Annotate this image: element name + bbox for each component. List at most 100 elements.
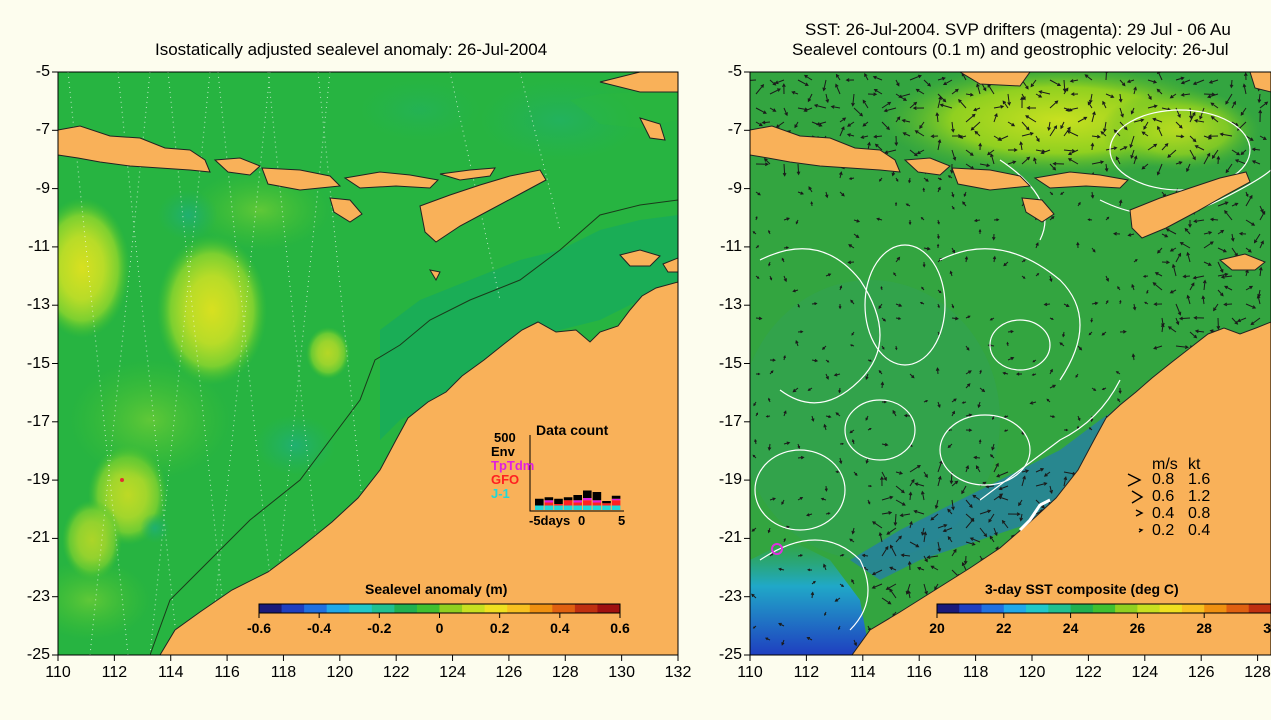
right-x-tick-label: 118 [962, 664, 989, 681]
left-x-tick-label: 130 [608, 664, 635, 681]
velocity-arrow [1117, 398, 1121, 403]
velocity-arrow [1063, 126, 1071, 137]
mission-label-env: Env [491, 444, 515, 459]
velocity-arrow [965, 149, 974, 156]
sla-colorbar-swatch [574, 604, 598, 613]
velocity-arrow [937, 138, 942, 151]
velocity-arrow [913, 509, 925, 515]
velocity-arrow [1066, 130, 1079, 137]
velocity-arrow [993, 493, 1004, 501]
velocity-arrow [1007, 148, 1018, 152]
velocity-arrow [1169, 247, 1177, 252]
velocity-arrow [1207, 134, 1219, 139]
velocity-arrow [1049, 191, 1054, 196]
velocity-arrow [1182, 274, 1191, 279]
velocity-arrow [1133, 86, 1137, 95]
velocity-arrow [1059, 342, 1065, 347]
velocity-arrow [1201, 295, 1206, 305]
velocity-arrow [881, 511, 893, 515]
data-count-bar-env [535, 498, 544, 506]
velocity-arrow [1020, 96, 1024, 109]
velocity-arrow [1127, 233, 1135, 237]
velocity-arrow [1007, 121, 1016, 127]
australia-landmass [159, 281, 678, 655]
velocity-arrow [769, 497, 776, 501]
velocity-arrow [909, 520, 913, 529]
velocity-arrow [1091, 247, 1096, 253]
velocity-arrow [1153, 345, 1163, 350]
left-y-tick-label: -19 [26, 471, 50, 489]
velocity-arrow [1171, 263, 1177, 277]
velocity-arrow [1259, 205, 1264, 213]
data-count-bar-gfo [611, 500, 621, 506]
sst-colorbar [936, 603, 1271, 618]
velocity-arrow [914, 130, 925, 137]
velocity-arrow [1231, 100, 1236, 109]
velocity-arrow [1189, 331, 1198, 339]
velocity-legend-ms-3: 0.4 [1152, 505, 1175, 522]
left-x-tick-label: 124 [439, 664, 466, 681]
left-x-tick-label: 110 [45, 664, 71, 681]
velocity-arrow [1131, 353, 1136, 361]
velocity-arrow [822, 79, 827, 92]
sst-map [750, 72, 1271, 655]
velocity-arrow [908, 219, 912, 226]
velocity-arrow [824, 611, 827, 616]
right-y-tick-label: -23 [718, 587, 742, 605]
velocity-arrow [794, 121, 799, 129]
velocity-arrow [997, 495, 1009, 501]
velocity-arrow [1193, 118, 1205, 123]
velocity-arrow [909, 464, 921, 473]
velocity-arrow [813, 103, 827, 109]
velocity-arrow [1175, 303, 1182, 316]
left-y-tick-label: -15 [26, 354, 50, 372]
velocity-arrow [881, 121, 890, 131]
velocity-arrow [922, 261, 926, 268]
velocity-arrow [883, 107, 897, 113]
velocity-arrow [1117, 286, 1121, 291]
velocity-arrow [1133, 259, 1138, 263]
data-count-scale: 500 [494, 430, 516, 445]
velocity-arrow [874, 143, 883, 151]
velocity-arrow [860, 135, 869, 139]
velocity-arrow [769, 88, 781, 95]
velocity-arrow [839, 126, 845, 137]
velocity-arrow [1118, 387, 1122, 394]
velocity-arrow [846, 133, 855, 137]
velocity-arrow [1002, 100, 1009, 109]
data-count-bar-env [563, 497, 573, 501]
velocity-arrow [1049, 125, 1058, 137]
velocity-arrow [1243, 72, 1248, 81]
velocity-arrow [889, 566, 897, 571]
velocity-arrow [1199, 107, 1205, 120]
right-y-tick-label: -21 [718, 529, 742, 547]
velocity-arrow [1192, 79, 1205, 85]
velocity-arrow [1115, 371, 1121, 375]
right-y-tick-label: -25 [718, 646, 742, 663]
velocity-arrow [958, 98, 967, 109]
velocity-arrow [1141, 131, 1149, 137]
velocity-arrow [963, 191, 967, 197]
sla-colorbar-swatch [394, 604, 418, 613]
velocity-arrow [937, 289, 942, 294]
velocity-arrow [755, 275, 760, 279]
velocity-arrow [751, 527, 757, 532]
velocity-arrow [889, 588, 897, 599]
data-count-bar-gfo [592, 502, 602, 506]
velocity-arrow [838, 387, 842, 394]
velocity-arrow [894, 201, 898, 207]
velocity-arrow [1216, 317, 1221, 330]
velocity-arrow [871, 583, 883, 589]
velocity-arrow [979, 527, 988, 538]
velocity-arrow [755, 372, 761, 376]
velocity-arrow [930, 513, 939, 521]
velocity-arrow [769, 107, 777, 112]
velocity-arrow [1203, 241, 1214, 249]
velocity-arrow [949, 270, 953, 277]
velocity-arrow [1019, 513, 1024, 522]
velocity-arrow [1147, 79, 1158, 84]
velocity-arrow [942, 79, 953, 86]
left-y-tick-label: -11 [28, 237, 50, 255]
velocity-arrow [979, 509, 992, 515]
velocity-arrow [763, 158, 771, 165]
